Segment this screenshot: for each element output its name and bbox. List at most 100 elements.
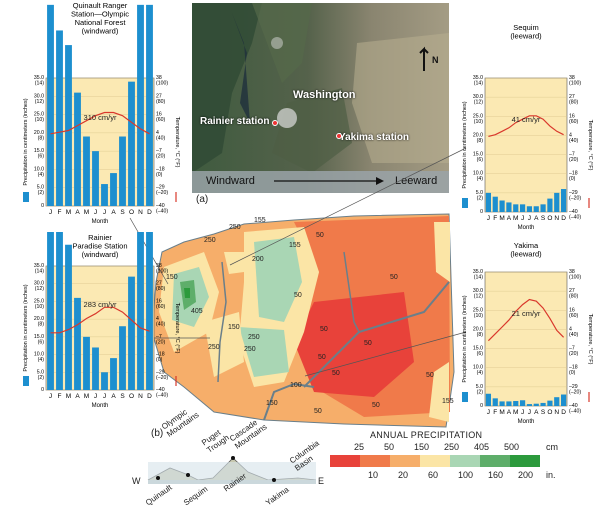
month-tick-label: D — [561, 215, 566, 222]
month-tick-label: S — [541, 409, 546, 416]
legend-swatch — [510, 455, 540, 467]
right-tick-label: 38 (100) — [156, 263, 168, 275]
right-axis-title: Temperature, °C (°F) — [587, 314, 593, 365]
left-tick-label: 5.0 (2) — [37, 369, 44, 381]
precip-bar — [485, 393, 492, 406]
precip-bar — [83, 136, 90, 206]
map-label: 155 — [254, 217, 266, 224]
yakima-station-dot — [336, 133, 342, 139]
panel-a-label: (a) — [196, 194, 209, 205]
month-tick-label: A — [507, 409, 512, 416]
month-tick-label: A — [534, 215, 539, 222]
right-axis-title: Temperature, °C (°F) — [587, 120, 593, 171]
right-tick-label: –18 (0) — [156, 352, 165, 364]
left-tick-label: 35.0 (14) — [34, 263, 44, 275]
left-tick-label: 15.0 (6) — [34, 148, 44, 160]
left-tick-label: 30.0 (12) — [473, 94, 483, 106]
wind-arrow-icon — [274, 177, 384, 185]
right-tick-label: 27 (80) — [569, 94, 578, 106]
rainier-station-dot — [272, 120, 278, 126]
map-label: 50 — [294, 292, 302, 299]
precip-bar — [492, 196, 498, 212]
legend-swatch — [390, 455, 420, 467]
temperature-line — [50, 306, 150, 334]
precip-bar — [101, 372, 108, 390]
precip-bar — [560, 189, 567, 212]
precip-bar — [560, 394, 567, 406]
month-tick-label: A — [111, 209, 116, 216]
right-tick-label: 4 (40) — [156, 130, 165, 142]
legend-swatch — [480, 455, 510, 467]
precip-bar — [146, 4, 153, 206]
plot-area — [45, 77, 155, 207]
map-label: 50 — [390, 274, 398, 281]
precip-bar — [137, 198, 144, 390]
month-tick-label: J — [487, 409, 490, 416]
legend-cm-row: 25 50 150 250 405 500 cm — [330, 442, 598, 454]
map-label: 50 — [316, 232, 324, 239]
precip-bar — [485, 192, 492, 212]
precip-bar — [526, 206, 533, 212]
map-label: 150 — [166, 274, 178, 281]
temperature-line — [488, 115, 564, 137]
left-tick-label: 20.0 (8) — [473, 132, 483, 144]
right-tick-label: –29 (–20) — [156, 369, 168, 381]
left-tick-label: 30.0 (12) — [34, 281, 44, 293]
map-label: 155 — [442, 398, 454, 405]
left-tick-label: 10.0 (4) — [34, 166, 44, 178]
left-tick-label: 0 — [480, 209, 483, 215]
month-axis-label: Month — [518, 419, 535, 425]
legend-swatch — [360, 455, 390, 467]
climograph-yakima: Yakima (leeward) 21 cm/yr J F M A M J J A S O N D Month… — [452, 240, 599, 430]
precip-bar — [513, 401, 519, 406]
month-tick-label: M — [84, 209, 89, 216]
precip-bar — [47, 4, 54, 206]
month-tick-label: J — [49, 393, 52, 400]
month-tick-label: J — [94, 209, 97, 216]
precip-key-swatch — [23, 376, 29, 386]
profile-e-label: E — [318, 476, 325, 486]
right-tick-label: 16 (60) — [156, 112, 165, 124]
precip-bar — [128, 276, 135, 390]
precip-bar — [554, 192, 560, 212]
legend-in-value: 100 — [458, 470, 474, 480]
month-tick-label: A — [507, 215, 512, 222]
month-tick-label: O — [129, 209, 134, 216]
right-tick-label: –7 (20) — [156, 334, 165, 346]
month-tick-label: S — [120, 209, 125, 216]
map-label: 50 — [426, 372, 434, 379]
legend-cm-value: 150 — [414, 442, 430, 452]
month-axis-label: Month — [92, 219, 109, 225]
annual-precip-label: 283 cm/yr — [84, 300, 117, 309]
legend-cm-unit: cm — [546, 442, 558, 452]
right-tick-label: –40 (–40) — [569, 209, 581, 221]
left-tick-label: 25.0 (10) — [34, 298, 44, 310]
right-tick-label: –29 (–20) — [156, 185, 168, 197]
legend-cm-value: 50 — [384, 442, 395, 452]
month-tick-label: A — [534, 409, 539, 416]
left-tick-label: 15.0 (6) — [34, 334, 44, 346]
right-tick-label: –18 (0) — [569, 365, 578, 377]
temperature-line — [50, 111, 150, 135]
legend-swatch — [330, 455, 360, 467]
left-tick-label: 0 — [480, 403, 483, 409]
month-tick-label: N — [138, 393, 143, 400]
month-tick-label: J — [49, 209, 52, 216]
month-tick-label: N — [554, 215, 559, 222]
north-label: N — [432, 55, 439, 65]
month-tick-label: J — [103, 209, 106, 216]
right-axis-title: Temperature, °C (°F) — [174, 117, 180, 168]
legend-in-value: 60 — [428, 470, 439, 480]
left-tick-label: 0 — [41, 203, 44, 209]
precip-bar — [506, 401, 512, 406]
plot-area — [484, 271, 568, 407]
left-axis-title: Precipitation in centimeters (inches) — [23, 98, 29, 185]
left-axis-title: Precipitation in centimeters (inches) — [23, 284, 29, 371]
month-tick-label: J — [528, 215, 531, 222]
legend-swatches — [330, 455, 598, 467]
month-tick-label: O — [547, 409, 552, 416]
month-tick-label: M — [513, 215, 518, 222]
annual-precip-label: 41 cm/yr — [512, 115, 541, 124]
climograph-sequim: Sequim (leeward) 41 cm/yr J F M A M J J A S O N D Month… — [452, 22, 599, 237]
legend-in-value: 20 — [398, 470, 409, 480]
